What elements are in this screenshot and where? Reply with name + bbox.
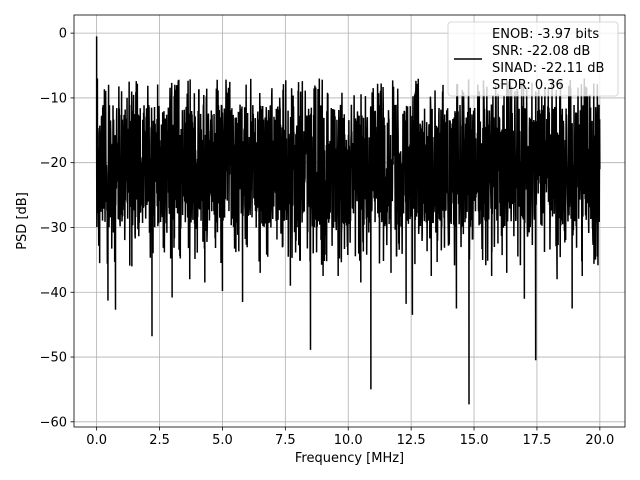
x-tick-label: 5.0: [212, 433, 233, 448]
psd-series-line: [95, 36, 601, 405]
legend: ENOB: -3.97 bits SNR: -22.08 dB SINAD: -…: [447, 21, 619, 97]
x-axis: 0.0 2.5 5.0 7.5 10.0 12.5 15.0 17.5 20.0: [86, 427, 614, 448]
y-axis: 0 −10 −20 −30 −40 −50 −60: [40, 27, 74, 430]
y-axis-label: PSD [dB]: [15, 192, 30, 250]
x-tick-label: 15.0: [460, 433, 489, 448]
y-tick-label: −60: [40, 415, 67, 430]
x-tick-label: 0.0: [86, 433, 107, 448]
legend-entry-snr: SNR: -22.08 dB: [492, 44, 590, 59]
y-tick-label: −10: [40, 91, 67, 106]
y-tick-label: −40: [40, 286, 67, 301]
x-tick-label: 20.0: [585, 433, 614, 448]
axes-frame: [73, 14, 626, 428]
x-tick-label: 10.0: [334, 433, 363, 448]
y-tick-label: −20: [40, 156, 67, 171]
y-tick-label: −30: [40, 221, 67, 236]
x-tick-label: 17.5: [522, 433, 551, 448]
x-tick-label: 12.5: [397, 433, 426, 448]
y-tick-label: 0: [59, 27, 67, 42]
legend-box: [447, 21, 619, 97]
legend-entry-sinad: SINAD: -22.11 dB: [492, 61, 604, 76]
y-tick-label: −50: [40, 351, 67, 366]
plot-area: [95, 36, 601, 405]
x-axis-label: Frequency [MHz]: [295, 451, 404, 466]
legend-entry-sfdr: SFDR: 0.36: [492, 78, 564, 93]
x-tick-label: 2.5: [149, 433, 170, 448]
x-tick-label: 7.5: [275, 433, 296, 448]
legend-entry-enob: ENOB: -3.97 bits: [492, 27, 599, 42]
